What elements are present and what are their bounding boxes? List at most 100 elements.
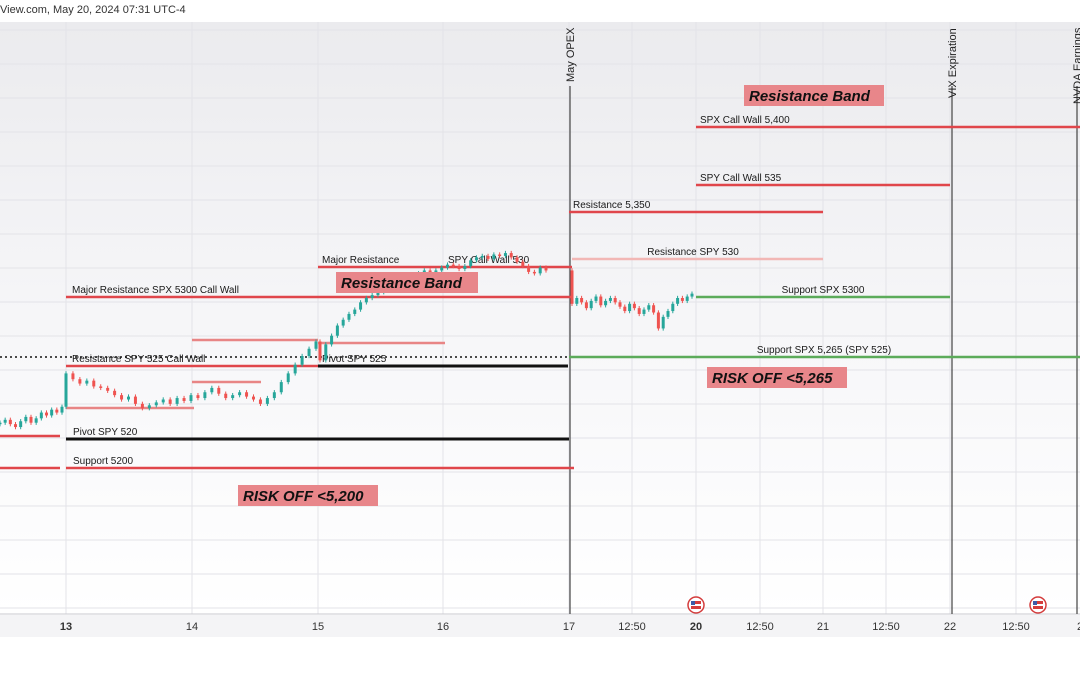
candle-body: [690, 293, 694, 297]
candle-body: [341, 319, 345, 326]
candle-body: [527, 266, 531, 272]
candle-body: [39, 412, 43, 419]
candle-body: [604, 300, 608, 306]
annotation-label: RISK OFF <5,265: [712, 370, 833, 387]
candle-body: [422, 270, 426, 274]
candle-body: [113, 390, 117, 396]
level-label: Pivot SPY 525: [322, 354, 387, 365]
candle-body: [469, 260, 473, 267]
candle-body: [161, 399, 165, 403]
candle-body: [210, 387, 214, 393]
candle-body: [252, 396, 255, 400]
candle-body: [50, 409, 54, 416]
candle-body: [300, 356, 304, 365]
candle-body: [509, 253, 513, 258]
candle-body: [14, 424, 17, 428]
candle-body: [8, 419, 12, 425]
candle-body: [92, 380, 96, 387]
candle-body: [445, 264, 449, 268]
x-tick-label: 21: [817, 621, 829, 633]
candle-body: [376, 292, 380, 296]
level-label: Support SPX 5,265 (SPY 525): [757, 345, 891, 356]
level-label: Resistance SPY 530: [647, 247, 739, 258]
candle-body: [652, 305, 656, 313]
level-label: SPY Call Wall 535: [700, 173, 782, 184]
candle-body: [594, 296, 598, 301]
candle-body: [324, 344, 328, 361]
candle-body: [613, 298, 617, 303]
level-label: Support 5200: [73, 456, 133, 467]
candle-body: [492, 254, 496, 259]
level-label: Resistance SPY 525 Call Wall: [72, 354, 205, 365]
candle-body: [286, 373, 290, 383]
annotation-label: Resistance Band: [341, 275, 463, 292]
x-tick-label: 12:50: [872, 621, 900, 633]
candle-body: [428, 270, 432, 274]
level-label: Pivot SPY 520: [73, 427, 138, 438]
level-label: SPY Call Wall 530: [448, 255, 530, 266]
candle-body: [64, 373, 68, 407]
candle-body: [272, 392, 276, 399]
candle-body: [457, 266, 461, 269]
candle-body: [486, 255, 490, 259]
candle-body: [463, 266, 467, 269]
x-tick-label: 17: [563, 621, 575, 633]
candle-body: [99, 386, 103, 388]
candle-body: [293, 364, 297, 374]
candle-body: [370, 295, 374, 298]
candle-body: [318, 341, 322, 361]
candle-body: [168, 399, 172, 404]
x-axis-band: [0, 615, 1080, 637]
candle-body: [480, 255, 484, 258]
candle-body: [330, 335, 334, 345]
us-flag-icon-stripe-white: [691, 604, 701, 606]
x-tick-label: 13: [60, 621, 72, 633]
candle-body: [676, 298, 680, 304]
level-label: Major Resistance SPX 5300 Call Wall: [72, 285, 239, 296]
annotation-label: Resistance Band: [749, 88, 871, 105]
candle-body: [632, 303, 636, 309]
candle-body: [642, 309, 646, 314]
candle-body: [434, 270, 438, 274]
event-label: NVDA Earnings: [1072, 27, 1080, 104]
candle-body: [140, 403, 144, 409]
candle-body: [265, 398, 269, 404]
candle-body: [307, 348, 311, 356]
candle-body: [671, 303, 675, 312]
candle-body: [175, 398, 179, 404]
candle-body: [685, 296, 689, 301]
candle-body: [474, 257, 478, 261]
level-label: SPX Call Wall 5,400: [700, 115, 790, 126]
candle-body: [618, 302, 622, 307]
candle-body: [196, 395, 200, 399]
plot-background: [0, 22, 1080, 614]
candle-body: [147, 405, 151, 409]
candle-body: [127, 396, 130, 400]
x-tick-label: 12:50: [1002, 621, 1030, 633]
chart-header-text: View.com, May 20, 2024 07:31 UTC-4: [0, 4, 186, 16]
candle-body: [45, 412, 48, 416]
candle-body: [515, 257, 519, 262]
annotation-box: [336, 272, 478, 293]
us-flag-icon-stripe-white: [1033, 604, 1043, 606]
candle-body: [78, 379, 82, 384]
candle-body: [608, 298, 612, 301]
candle-body: [60, 406, 64, 413]
candle-body: [29, 416, 33, 423]
us-flag-icon-canton: [1033, 601, 1037, 605]
x-tick-label: 16: [437, 621, 449, 633]
candle-body: [353, 309, 357, 314]
candle-body: [217, 387, 221, 394]
candle-body: [580, 298, 584, 303]
annotation-box: [707, 367, 847, 388]
candle-body: [154, 402, 158, 406]
x-tick-label: 12:50: [746, 621, 774, 633]
candle-body: [666, 311, 670, 317]
candle-body: [364, 298, 368, 303]
candle-body: [258, 399, 262, 404]
candle-body: [238, 392, 242, 396]
candle-body: [544, 267, 548, 271]
x-tick-label: 2: [1077, 621, 1080, 633]
x-tick-label: 22: [944, 621, 956, 633]
